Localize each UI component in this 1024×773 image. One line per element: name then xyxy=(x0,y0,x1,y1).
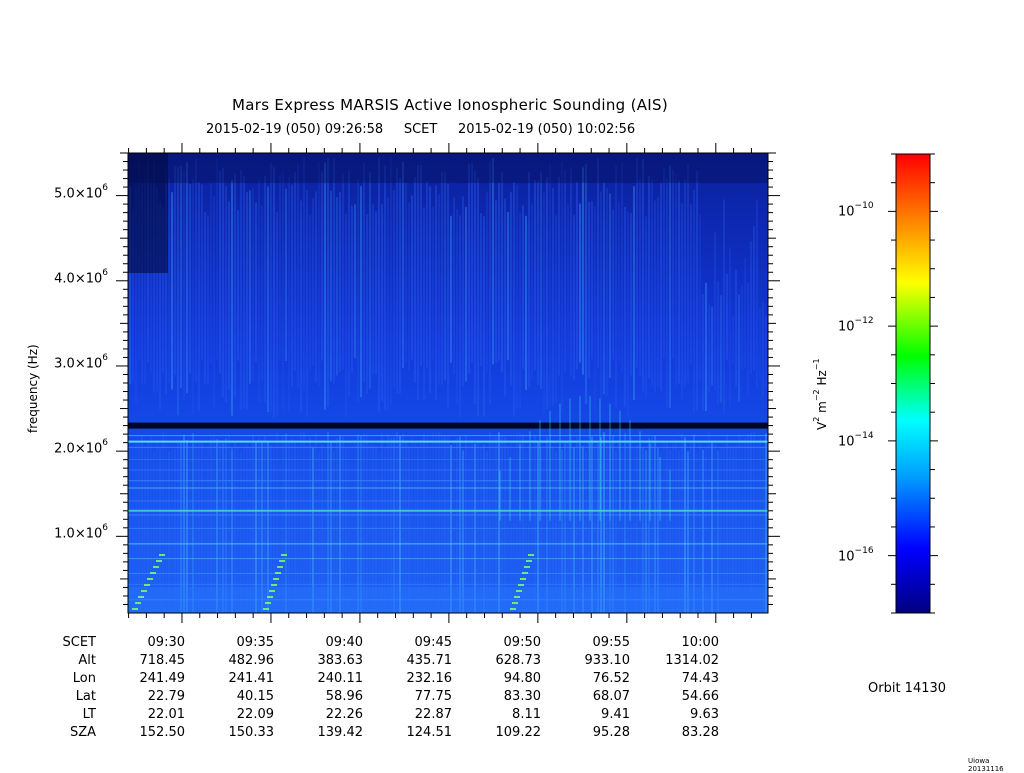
ephemeris-cell: 628.73 xyxy=(495,652,542,668)
ephemeris-row: LT 22.01 22.09 22.26 22.87 8.11 9.41 9.63 xyxy=(40,705,719,723)
ephemeris-row: Alt 718.45 482.96 383.63 435.71 628.73 933.10 1… xyxy=(40,651,719,669)
time-start: 2015-02-19 (050) 09:26:58 xyxy=(206,122,384,137)
upper-dark-band xyxy=(128,153,768,183)
ephemeris-row-label: Lat xyxy=(75,688,96,704)
ephemeris-cell: 22.79 xyxy=(147,688,185,704)
time-range: 2015-02-19 (050) 09:26:58 SCET 2015-02-1… xyxy=(206,122,635,137)
y-tick-label: 4.0×106 xyxy=(54,267,108,287)
ephemeris-cell: 109.22 xyxy=(495,724,542,740)
credit-label: Uiowa 20131116 xyxy=(968,757,1004,773)
ephemeris-cell: 240.11 xyxy=(317,670,364,686)
ephemeris-cell: 383.63 xyxy=(317,652,364,668)
colorbar-tick-label: 10−10 xyxy=(838,201,874,220)
colorbar-tick-label: 10−14 xyxy=(838,430,874,450)
ephemeris-cell: 139.42 xyxy=(317,724,364,740)
ephemeris-row: Lon 241.49 241.41 240.11 232.16 94.80 76.52 74.… xyxy=(40,669,719,687)
ephemeris-row-label: SZA xyxy=(69,724,96,740)
ephemeris-cell: 40.15 xyxy=(236,688,274,704)
ephemeris-row: SCET 09:30 09:35 09:40 09:45 09:50 09:55 10:00 xyxy=(40,633,719,651)
ephemeris-cell: 09:35 xyxy=(236,634,274,650)
upper-left-dark-region xyxy=(128,153,168,273)
ephemeris-cell: 22.26 xyxy=(325,706,363,722)
ephemeris-cell: 95.28 xyxy=(592,724,630,740)
ephemeris-cell: 09:40 xyxy=(325,634,363,650)
y-tick-label: 3.0×106 xyxy=(54,352,108,372)
y-tick-label: 2.0×106 xyxy=(54,438,108,457)
ephemeris-cell: 22.09 xyxy=(236,706,274,722)
ephemeris-cell: 09:30 xyxy=(147,634,185,650)
ephemeris-cell: 54.66 xyxy=(681,688,719,704)
time-end: 2015-02-19 (050) 10:02:56 xyxy=(458,122,636,137)
colorbar-gradient xyxy=(895,153,931,614)
colorbar-tick-label: 10−16 xyxy=(838,545,874,564)
time-separator: SCET xyxy=(403,122,438,137)
ephemeris-cell: 9.41 xyxy=(601,706,630,722)
y-tick-label: 5.0×106 xyxy=(54,182,108,201)
ephemeris-row: SZA 152.50 150.33 139.42 124.51 109.22 95.28 83… xyxy=(40,723,719,741)
ephemeris-cell: 68.07 xyxy=(592,688,630,704)
spectrogram-plot xyxy=(116,143,780,623)
ephemeris-cell: 83.28 xyxy=(681,724,719,740)
ephemeris-cell: 9.63 xyxy=(690,706,719,722)
colorbar-tick-label: 10−12 xyxy=(838,316,874,335)
plasma-gap-band xyxy=(128,422,768,429)
ephemeris-cell: 58.96 xyxy=(325,688,363,704)
ephemeris-cell: 09:50 xyxy=(503,634,541,650)
colorbar xyxy=(888,153,938,614)
y-tick-label: 1.0×106 xyxy=(54,523,108,542)
ephemeris-row-label: Alt xyxy=(78,652,96,668)
ephemeris-cell: 933.10 xyxy=(584,652,631,668)
ephemeris-cell: 77.75 xyxy=(414,688,452,704)
ephemeris-cell: 22.01 xyxy=(147,706,185,722)
ephemeris-cell: 482.96 xyxy=(228,652,275,668)
ephemeris-cell: 22.87 xyxy=(414,706,452,722)
ephemeris-cell: 94.80 xyxy=(503,670,541,686)
ephemeris-cell: 241.41 xyxy=(228,670,275,686)
ephemeris-cell: 09:55 xyxy=(592,634,630,650)
ephemeris-cell: 241.49 xyxy=(139,670,186,686)
ephemeris-cell: 718.45 xyxy=(139,652,186,668)
ephemeris-cell: 76.52 xyxy=(592,670,630,686)
ephemeris-cell: 150.33 xyxy=(228,724,275,740)
ephemeris-cell: 435.71 xyxy=(406,652,453,668)
ephemeris-row: Lat 22.79 40.15 58.96 77.75 83.30 68.07 54.66 xyxy=(40,687,719,705)
ephemeris-cell: 1314.02 xyxy=(665,652,719,668)
page-title: Mars Express MARSIS Active Ionospheric S… xyxy=(232,96,668,114)
ephemeris-cell: 74.43 xyxy=(681,670,719,686)
ephemeris-cell: 09:45 xyxy=(414,634,452,650)
ephemeris-row-label: Lon xyxy=(72,670,96,686)
orbit-number: Orbit 14130 xyxy=(868,681,947,696)
ephemeris-row-label: LT xyxy=(82,706,96,722)
ephemeris-row-label: SCET xyxy=(62,634,96,650)
y-axis-label: frequency (Hz) xyxy=(26,344,40,433)
ephemeris-cell: 124.51 xyxy=(406,724,453,740)
ephemeris-cell: 10:00 xyxy=(681,634,719,650)
colorbar-label: V2 m−2 Hz−1 xyxy=(812,358,829,430)
ephemeris-cell: 152.50 xyxy=(139,724,186,740)
ephemeris-cell: 8.11 xyxy=(512,706,541,722)
ephemeris-cell: 83.30 xyxy=(503,688,541,704)
ephemeris-cell: 232.16 xyxy=(406,670,453,686)
low-frequency-band xyxy=(128,587,768,613)
ephemeris-table: SCET 09:30 09:35 09:40 09:45 09:50 09:55 10:00 A… xyxy=(40,633,719,741)
